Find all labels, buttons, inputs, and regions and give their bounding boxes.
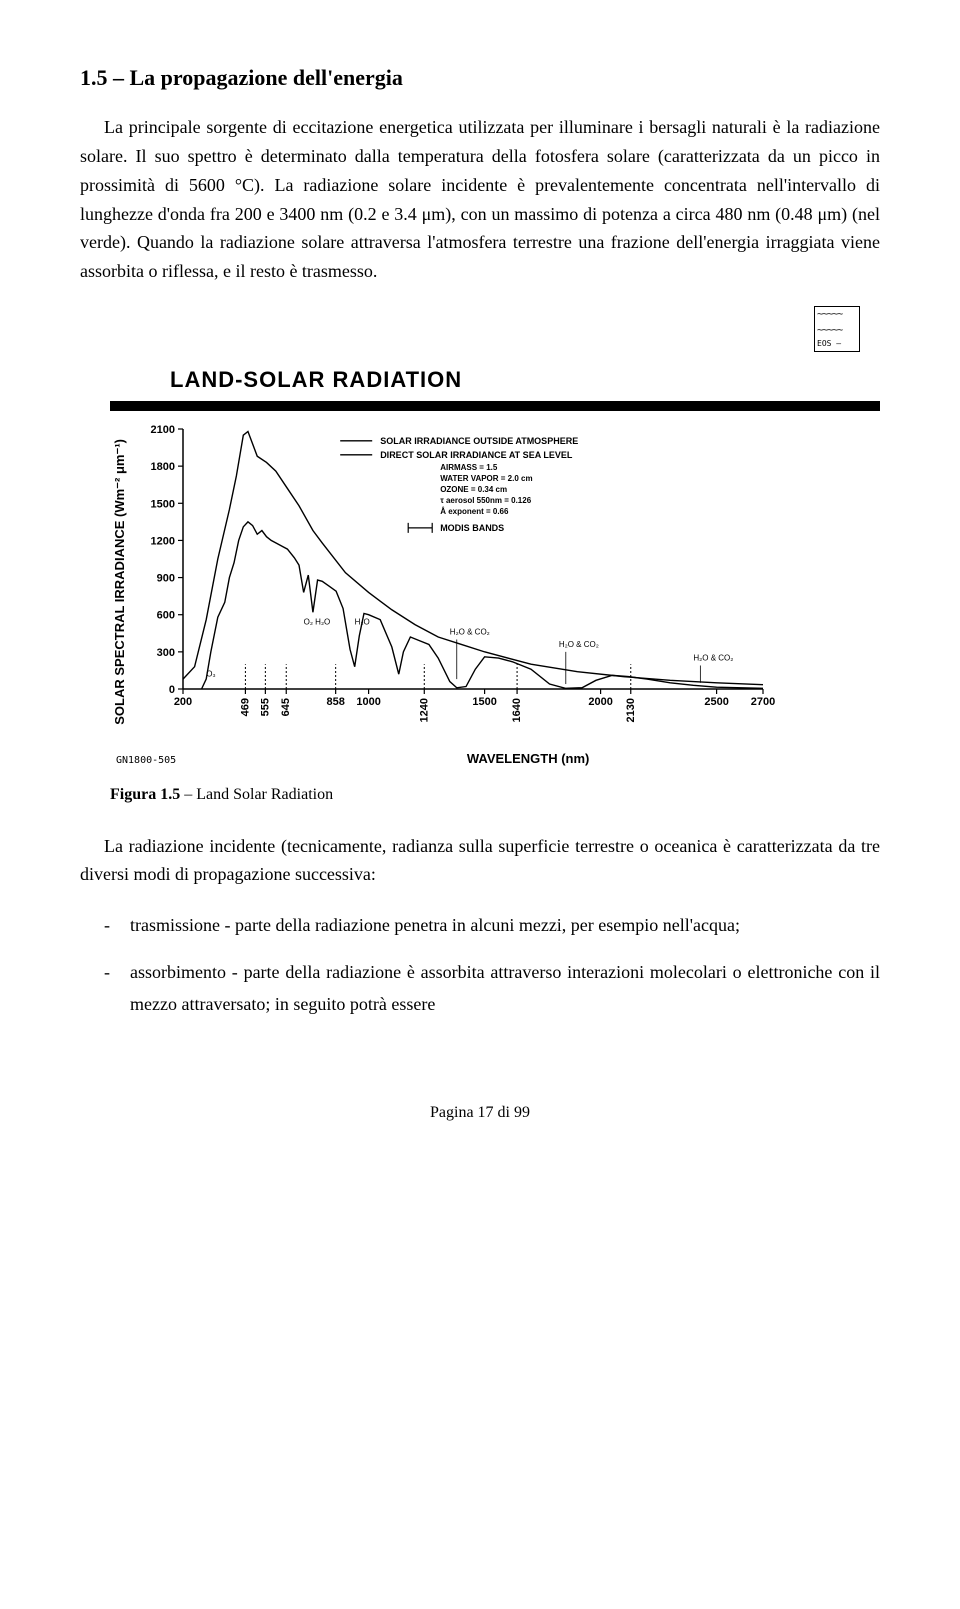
svg-text:555: 555 <box>259 698 271 716</box>
svg-text:1000: 1000 <box>356 696 380 708</box>
badge-label: EOS — <box>817 340 857 349</box>
svg-text:2130: 2130 <box>625 698 637 722</box>
svg-text:1500: 1500 <box>472 696 496 708</box>
svg-text:2000: 2000 <box>588 696 612 708</box>
svg-text:1240: 1240 <box>418 698 430 722</box>
svg-text:200: 200 <box>174 696 192 708</box>
figure-block: ~~~~~ ~~~~~ EOS — LAND-SOLAR RADIATION S… <box>110 306 880 770</box>
svg-text:H₂O & CO₂: H₂O & CO₂ <box>559 640 599 649</box>
eos-badge: ~~~~~ ~~~~~ EOS — <box>814 306 860 352</box>
badge-wave: ~~~~~ <box>817 325 857 336</box>
propagation-list: trasmissione - parte della radiazione pe… <box>80 909 880 1020</box>
svg-text:858: 858 <box>326 696 344 708</box>
badge-wave: ~~~~~ <box>817 309 857 320</box>
svg-text:0: 0 <box>169 684 175 696</box>
svg-text:O₃: O₃ <box>206 670 215 679</box>
page-footer: Pagina 17 di 99 <box>80 1100 880 1126</box>
svg-text:SOLAR IRRADIANCE OUTSIDE ATMOS: SOLAR IRRADIANCE OUTSIDE ATMOSPHERE <box>380 436 578 446</box>
svg-text:Å exponent = 0.66: Å exponent = 0.66 <box>440 507 509 516</box>
svg-text:H₂O & CO₂: H₂O & CO₂ <box>693 654 733 663</box>
figure-banner-title: LAND-SOLAR RADIATION <box>170 362 880 397</box>
svg-text:300: 300 <box>156 647 174 659</box>
svg-text:H₂O: H₂O <box>354 618 369 627</box>
list-item: assorbimento - parte della radiazione è … <box>130 956 880 1021</box>
svg-text:469: 469 <box>239 698 251 716</box>
figure-footer-code: GN1800-505 <box>116 753 176 769</box>
section-heading: 1.5 – La propagazione dell'energia <box>80 60 880 95</box>
svg-text:1640: 1640 <box>511 698 523 722</box>
figure-caption-label: Figura 1.5 <box>110 786 180 803</box>
svg-text:DIRECT SOLAR IRRADIANCE AT SEA: DIRECT SOLAR IRRADIANCE AT SEA LEVEL <box>380 450 573 460</box>
svg-text:2100: 2100 <box>150 424 174 436</box>
svg-text:1800: 1800 <box>150 461 174 473</box>
svg-text:1200: 1200 <box>150 536 174 548</box>
svg-text:900: 900 <box>156 573 174 585</box>
list-item: trasmissione - parte della radiazione pe… <box>130 909 880 941</box>
svg-text:H₂O & CO₂: H₂O & CO₂ <box>450 628 490 637</box>
figure-caption-text: – Land Solar Radiation <box>180 786 333 803</box>
solar-radiation-chart: 0 300 600 900 1200 1500 1800 2100 200 469 555 645 85… <box>137 419 777 747</box>
svg-text:τ aerosol 550nm = 0.126: τ aerosol 550nm = 0.126 <box>440 496 532 505</box>
svg-text:OZONE = 0.34 cm: OZONE = 0.34 cm <box>440 485 507 494</box>
svg-text:WATER VAPOR = 2.0 cm: WATER VAPOR = 2.0 cm <box>440 474 532 483</box>
figure-title-rule <box>110 401 880 411</box>
figure-caption: Figura 1.5 – Land Solar Radiation <box>110 782 880 808</box>
svg-text:MODIS BANDS: MODIS BANDS <box>440 523 504 533</box>
svg-text:645: 645 <box>280 698 292 716</box>
svg-text:2700: 2700 <box>751 696 775 708</box>
svg-text:O₂ H₂O: O₂ H₂O <box>303 618 330 627</box>
svg-text:2500: 2500 <box>704 696 728 708</box>
svg-text:600: 600 <box>156 610 174 622</box>
paragraph-1: La principale sorgente di eccitazione en… <box>80 113 880 286</box>
svg-text:1500: 1500 <box>150 498 174 510</box>
chart-ylabel: SOLAR SPECTRAL IRRADIANCE (Wm⁻² μm⁻¹) <box>110 419 131 745</box>
svg-text:AIRMASS = 1.5: AIRMASS = 1.5 <box>440 463 498 472</box>
paragraph-2: La radiazione incidente (tecnicamente, r… <box>80 832 880 890</box>
chart-xlabel: WAVELENGTH (nm) <box>236 749 820 770</box>
